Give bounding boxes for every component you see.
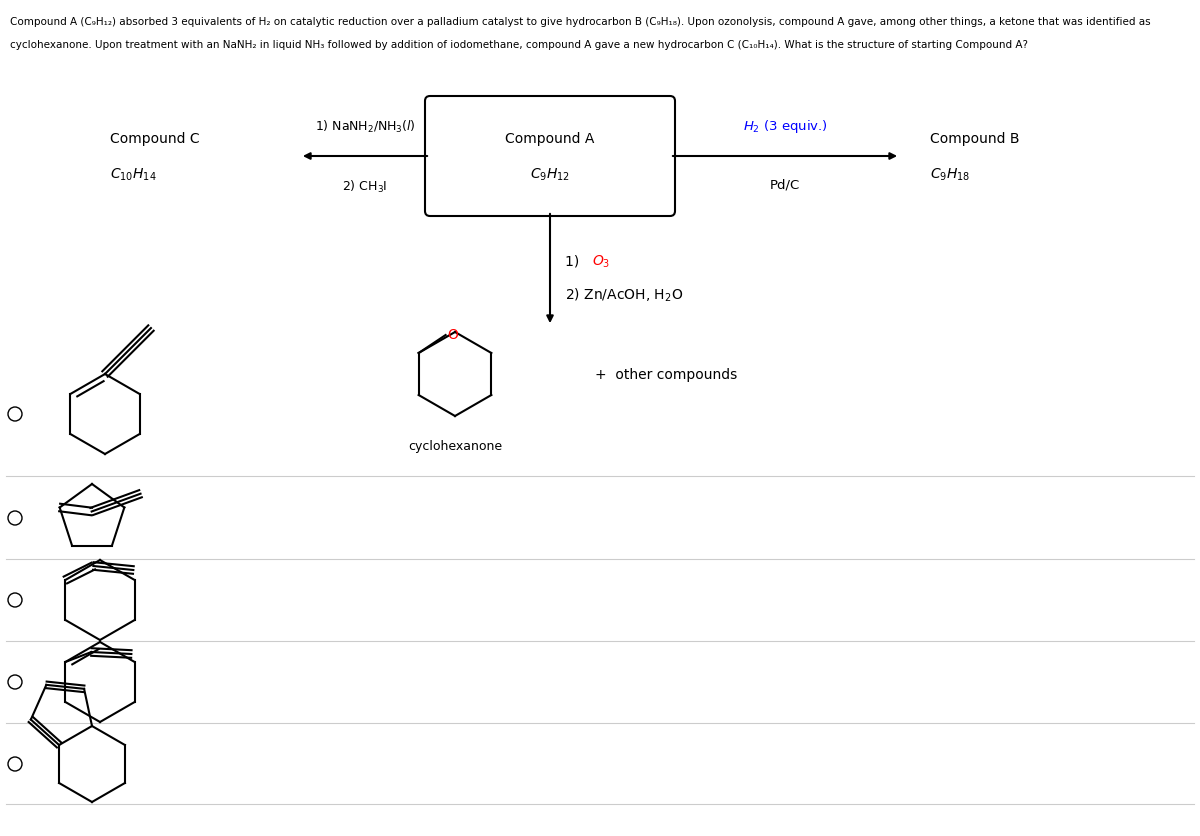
Circle shape <box>8 675 22 689</box>
Circle shape <box>8 757 22 771</box>
Text: Pd/C: Pd/C <box>770 179 800 191</box>
Text: $O_3$: $O_3$ <box>592 253 611 270</box>
Text: cyclohexanone. Upon treatment with an NaNH₂ in liquid NH₃ followed by addition o: cyclohexanone. Upon treatment with an Na… <box>10 40 1027 50</box>
Text: $C_{10}H_{14}$: $C_{10}H_{14}$ <box>110 166 157 183</box>
Circle shape <box>8 407 22 421</box>
Text: $H_2$ (3 equiv.): $H_2$ (3 equiv.) <box>743 118 828 135</box>
Text: Compound A: Compound A <box>505 132 595 145</box>
Text: 2) Zn/AcOH, H$_2$O: 2) Zn/AcOH, H$_2$O <box>565 286 683 303</box>
Text: 1) NaNH$_2$/NH$_3$($l$): 1) NaNH$_2$/NH$_3$($l$) <box>314 119 415 135</box>
FancyBboxPatch shape <box>425 97 674 217</box>
Text: cyclohexanone: cyclohexanone <box>408 440 502 452</box>
Circle shape <box>8 512 22 525</box>
Text: +  other compounds: + other compounds <box>595 368 737 381</box>
Text: $C_9H_{18}$: $C_9H_{18}$ <box>930 166 971 183</box>
Text: Compound B: Compound B <box>930 132 1020 145</box>
Text: $C_9H_{12}$: $C_9H_{12}$ <box>530 166 570 183</box>
Text: Compound C: Compound C <box>110 132 199 145</box>
Text: Compound A (C₉H₁₂) absorbed 3 equivalents of H₂ on catalytic reduction over a pa: Compound A (C₉H₁₂) absorbed 3 equivalent… <box>10 17 1151 27</box>
Circle shape <box>8 594 22 607</box>
Text: O: O <box>448 328 458 342</box>
Text: 2) CH$_3$I: 2) CH$_3$I <box>342 179 388 195</box>
Text: 1): 1) <box>565 255 583 268</box>
